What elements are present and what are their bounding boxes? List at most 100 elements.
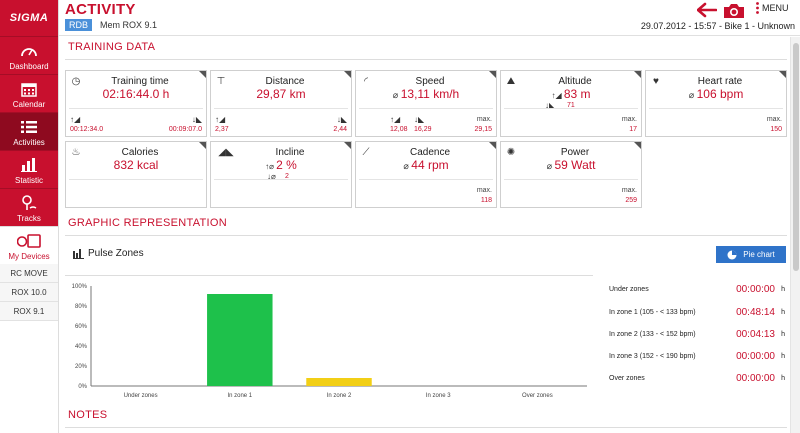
uphill-icon: ↑◢	[551, 91, 564, 100]
sidebar-item-calendar[interactable]: Calendar	[0, 74, 58, 112]
camera-icon[interactable]	[722, 1, 746, 19]
bar-in-zone-2	[306, 378, 372, 386]
sidebar-item-activities[interactable]: Activities	[0, 112, 58, 150]
vertical-scrollbar[interactable]	[790, 37, 800, 433]
max-label: max.	[621, 187, 637, 194]
uphill-icon: ↑◢	[215, 115, 226, 124]
zone-unit: h	[781, 331, 785, 338]
card-value: 29,87 km	[256, 87, 306, 101]
sidebar-item-label: Tracks	[17, 214, 41, 223]
expand-corner-icon	[489, 71, 496, 78]
expand-corner-icon	[199, 71, 206, 78]
max-label: max.	[476, 187, 492, 194]
section-divider	[65, 59, 787, 60]
uphill-value: 2,37	[215, 126, 229, 133]
max-label: max.	[766, 116, 782, 123]
card-title: Training time	[111, 75, 169, 87]
graphic-representation-title: GRAPHIC REPRESENTATION	[68, 217, 227, 229]
map-pin-icon	[22, 195, 37, 210]
zone-row-2: In zone 2 (133 - < 152 bpm) 00:04:13 h	[609, 329, 785, 343]
y-tick-label: 100%	[72, 284, 88, 290]
calendar-icon	[21, 82, 37, 97]
zone-row-1: In zone 1 (105 - < 133 bpm) 00:48:14 h	[609, 307, 785, 321]
downhill-value: 71	[567, 102, 575, 109]
pie-chart-label: Pie chart	[743, 250, 775, 259]
card-calories[interactable]: ♨ Calories 832 kcal	[65, 141, 207, 208]
sidebar-item-statistic[interactable]: Statistic	[0, 150, 58, 188]
card-speed[interactable]: ◜ Speed ⌀ 13,11 km/h ↑◢ 12,08 ↓◣ 16,29 ma…	[355, 70, 497, 137]
sidebar-item-dashboard[interactable]: Dashboard	[0, 36, 58, 74]
pulse-zones-chart: 100% 80% 60% 40% 20% 0% Under zones In zone 1 In…	[72, 284, 587, 399]
lightbulb-icon: ✺	[506, 146, 516, 158]
card-title: Cadence	[409, 146, 451, 158]
uphill-icon: ↑◢	[70, 115, 81, 124]
stopwatch-icon: ◷	[71, 75, 81, 87]
card-value: ⌀ 44 rpm	[403, 158, 449, 172]
card-title: Incline	[275, 146, 305, 158]
sidebar-item-label: Statistic	[14, 176, 43, 185]
expand-corner-icon	[199, 142, 206, 149]
zone-time: 00:00:00	[736, 284, 775, 295]
zone-unit: h	[781, 286, 785, 293]
incline-icon: ◢◣	[218, 146, 234, 158]
sidebar-item-tracks[interactable]: Tracks	[0, 188, 58, 226]
card-power[interactable]: ✺ Power ⌀ 59 Watt max. 259	[500, 141, 642, 208]
back-arrow-icon[interactable]	[697, 2, 717, 18]
chart-title: Pulse Zones	[88, 248, 144, 259]
more-vertical-icon	[756, 2, 759, 14]
sidebar-item-label: Activities	[13, 138, 45, 147]
max-value: 29,15	[474, 126, 492, 133]
zone-row-3: In zone 3 (152 - < 190 bpm) 00:00:00 h	[609, 351, 785, 365]
bar-chart-icon	[73, 249, 84, 259]
y-tick-label: 60%	[75, 324, 88, 330]
notes-title: NOTES	[68, 409, 108, 421]
x-tick-label: Under zones	[124, 393, 158, 399]
zone-time: 00:04:13	[736, 329, 775, 340]
card-cadence[interactable]: ⟋ Cadence ⌀ 44 rpm max. 118	[355, 141, 497, 208]
list-icon	[21, 121, 37, 133]
x-tick-label: In zone 2	[327, 393, 352, 399]
downhill-icon: ↓◣	[336, 115, 347, 124]
card-altitude[interactable]: ⛰ Altitude ↑◢ 83 m ↓◣ 71 max. 17	[500, 70, 642, 137]
sidebar: SIGMA Dashboard Calendar Activities Stat…	[0, 0, 59, 433]
downhill-icon: ↓◣	[414, 115, 425, 124]
card-training-time[interactable]: ◷ Training time 02:16:44.0 h ↑◢ 00:12:34.…	[65, 70, 207, 137]
pedal-icon: ⟋	[362, 146, 370, 158]
card-distance[interactable]: ⊤ Distance 29,87 km ↑◢ 2,37 ↓◣ 2,44	[210, 70, 352, 137]
expand-corner-icon	[779, 71, 786, 78]
average-icon: ⌀	[688, 90, 697, 100]
downhill-value: 2	[285, 173, 289, 180]
pie-chart-button[interactable]: Pie chart	[716, 246, 786, 263]
scrollbar-thumb[interactable]	[793, 43, 799, 271]
sidebar-item-my-devices[interactable]: My Devices	[0, 226, 58, 264]
card-incline[interactable]: ◢◣ Incline ↑⌀ 2 % ↓⌀ 2	[210, 141, 352, 208]
pie-chart-icon	[727, 250, 737, 259]
y-tick-label: 40%	[75, 344, 88, 350]
downhill-value: 16,29	[414, 126, 432, 133]
activity-info: 29.07.2012 - 15:57 - Bike 1 - Unknown	[640, 21, 795, 31]
card-value: 02:16:44.0 h	[102, 87, 170, 101]
x-tick-label: In zone 3	[426, 393, 451, 399]
card-value: ⌀ 106 bpm	[688, 87, 744, 101]
zone-unit: h	[781, 375, 785, 382]
card-value: ↑◢ 83 m	[551, 87, 591, 101]
zone-time: 00:48:14	[736, 307, 775, 318]
devices-icon	[17, 233, 41, 248]
x-tick-label: In zone 1	[227, 393, 252, 399]
expand-corner-icon	[634, 71, 641, 78]
menu-button[interactable]: MENU	[756, 2, 789, 14]
device-item-rc-move[interactable]: RC MOVE	[0, 264, 58, 283]
card-heart-rate[interactable]: ♥ Heart rate ⌀ 106 bpm max. 150	[645, 70, 787, 137]
zone-time: 00:00:00	[736, 351, 775, 362]
y-tick-label: 0%	[78, 384, 87, 390]
device-item-rox-10[interactable]: ROX 10.0	[0, 283, 58, 302]
rdb-badge: RDB	[65, 19, 93, 31]
zone-time: 00:00:00	[736, 373, 775, 384]
dashboard-gauge-icon	[21, 48, 37, 57]
zone-label: In zone 2 (133 - < 152 bpm)	[609, 331, 696, 338]
expand-corner-icon	[489, 142, 496, 149]
sigma-logo: SIGMA	[0, 0, 58, 36]
zone-row-over: Over zones 00:00:00 h	[609, 373, 785, 387]
expand-corner-icon	[344, 71, 351, 78]
device-item-rox-91[interactable]: ROX 9.1	[0, 302, 58, 321]
